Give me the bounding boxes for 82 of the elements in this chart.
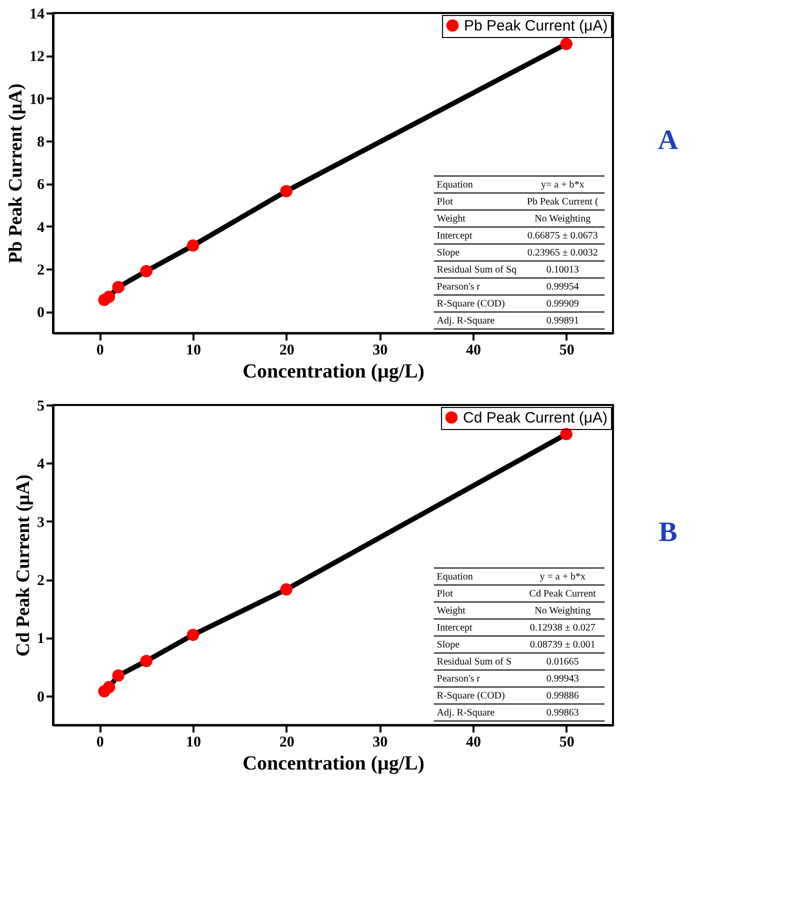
annotation: Plot: [436, 588, 454, 600]
annotation: 0.99886: [546, 690, 579, 702]
y-tick-label: 6: [37, 177, 45, 194]
annotation: Residual Sum of S: [436, 656, 512, 668]
x-tick-label: 0: [96, 342, 104, 358]
y-tick-label: 4: [37, 220, 45, 236]
y-tick-label: 8: [37, 134, 44, 150]
annotation: y = a + b*x: [540, 572, 586, 582]
annotation: Equation: [436, 572, 473, 582]
y-tick-label: 2: [37, 262, 44, 278]
annotation: Weight: [436, 214, 466, 224]
annotation: Weight: [436, 606, 466, 616]
x-tick-label: 50: [559, 734, 574, 750]
annotation: R-Square (COD): [436, 690, 505, 702]
annotation: Plot: [436, 196, 454, 208]
y-tick-label: 0: [37, 305, 44, 322]
point: [560, 38, 572, 50]
annotation: 0.08739 ± 0.001: [530, 640, 596, 650]
annotation: No Weighting: [534, 214, 591, 224]
annotation: 0.99863: [546, 708, 579, 718]
annotation: 0.66875 ± 0.0673: [527, 230, 598, 242]
x-tick-label: 30: [372, 342, 388, 358]
x-tick-label: 50: [559, 342, 574, 358]
x-axis-title: Concentration (μg/L): [242, 360, 424, 382]
point: [280, 185, 292, 198]
legend-label: Pb Peak Current (μA): [464, 18, 608, 34]
y-tick-label: 3: [37, 514, 44, 531]
point: [186, 628, 200, 641]
y-tick-label: 12: [30, 49, 44, 66]
point: [112, 669, 124, 682]
y-tick-label: 0: [37, 689, 44, 706]
x-tick-label: 10: [186, 342, 201, 358]
text: A: [658, 125, 679, 156]
x-tick-label: 40: [466, 734, 481, 750]
annotation: Intercept: [436, 230, 473, 242]
point: [112, 281, 124, 294]
y-tick-label: 14: [30, 6, 45, 22]
point: [102, 290, 116, 303]
annotation: 0.10013: [546, 264, 579, 276]
y-tick-label: 2: [37, 573, 44, 590]
annotation: 0.01665: [546, 656, 579, 668]
x-tick-label: 10: [186, 734, 201, 750]
y-tick-label: 1: [37, 631, 44, 648]
y-axis-title: Pb Peak Current (μA): [6, 84, 26, 264]
annotation: 0.12938 ± 0.027: [530, 622, 596, 634]
annotation: 0.99909: [546, 298, 579, 310]
point: [140, 654, 152, 668]
annotation: Pearson's r: [436, 282, 481, 292]
x-tick-label: 30: [372, 734, 388, 750]
annotation: No Weighting: [534, 606, 591, 616]
annotation: Equation: [436, 180, 473, 190]
annotation: Slope: [436, 640, 460, 650]
x-axis-title: Concentration (μg/L): [242, 752, 424, 774]
x-tick-label: 40: [466, 342, 481, 358]
x-tick-label: 20: [279, 342, 294, 358]
point: [186, 239, 200, 252]
annotation: Cd Peak Current: [529, 588, 596, 600]
annotation: 0.99954: [546, 282, 579, 292]
y-axis-title: Cd Peak Current (μA): [13, 474, 34, 656]
annotation: 0.99891: [546, 316, 579, 326]
annotation: Intercept: [436, 622, 473, 634]
annotation: Pb Peak Current (: [526, 196, 599, 208]
point: [102, 681, 116, 694]
point: [280, 583, 292, 596]
y-tick-label: 10: [30, 92, 44, 108]
annotation: Adj. R-Square: [436, 316, 496, 326]
x-tick-label: 0: [96, 734, 104, 750]
annotation: y= a + b*x: [540, 180, 584, 190]
x-tick-label: 20: [279, 734, 294, 750]
y-tick-label: 5: [37, 398, 44, 414]
point: [140, 265, 152, 278]
annotation: Slope: [436, 248, 460, 258]
legend-label: Cd Peak Current (μA): [463, 410, 608, 426]
annotation: Residual Sum of Sq: [436, 264, 517, 276]
annotation: Adj. R-Square: [436, 708, 496, 718]
point: [560, 428, 572, 440]
annotation: R-Square (COD): [436, 298, 505, 310]
annotation: 0.99943: [546, 674, 579, 684]
annotation: 0.23965 ± 0.0032: [527, 248, 598, 258]
annotation: Pearson's r: [436, 674, 481, 684]
text: B: [658, 517, 678, 548]
y-tick-label: 4: [37, 456, 45, 473]
